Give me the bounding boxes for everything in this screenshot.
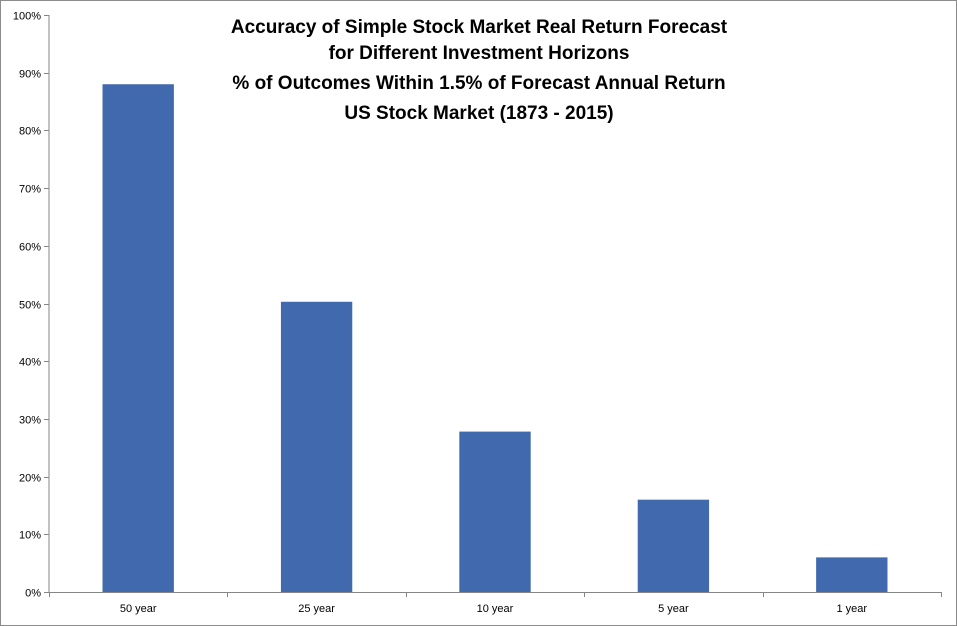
chart-title-line-4: US Stock Market (1873 - 2015) — [344, 103, 613, 124]
y-tick-label: 90% — [19, 69, 41, 81]
x-tick-label: 25 year — [298, 603, 335, 615]
y-tick-label: 10% — [19, 530, 41, 542]
x-tick-label: 5 year — [658, 603, 689, 615]
chart-title: Accuracy of Simple Stock Market Real Ret… — [231, 17, 728, 124]
y-tick-label: 50% — [19, 300, 41, 312]
y-tick-label: 0% — [25, 588, 41, 600]
y-tick-label: 40% — [19, 357, 41, 369]
x-tick-label: 1 year — [837, 603, 868, 615]
y-tick-label: 70% — [19, 184, 41, 196]
y-tick-label: 30% — [19, 415, 41, 427]
bar — [102, 84, 174, 593]
bar-series — [102, 84, 888, 593]
x-axis: 50 year 25 year 10 year 5 year 1 year — [49, 592, 942, 615]
y-tick-label: 80% — [19, 126, 41, 138]
chart-title-line-1: Accuracy of Simple Stock Market Real Ret… — [231, 17, 728, 38]
chart-title-line-3: % of Outcomes Within 1.5% of Forecast An… — [232, 73, 725, 94]
x-tick-label: 50 year — [120, 603, 157, 615]
chart-title-line-2: for Different Investment Horizons — [329, 43, 630, 64]
y-tick-label: 100% — [13, 11, 41, 23]
y-axis: 0% 10% 20% 30% 40% 50% 60% 70% 80% 90% 100% — [13, 11, 50, 600]
y-tick-label: 20% — [19, 473, 41, 485]
bar — [280, 301, 353, 592]
x-tick-label: 10 year — [477, 603, 514, 615]
bar — [637, 499, 710, 592]
bar — [459, 431, 531, 592]
bar — [816, 557, 888, 592]
y-tick-label: 60% — [19, 242, 41, 254]
